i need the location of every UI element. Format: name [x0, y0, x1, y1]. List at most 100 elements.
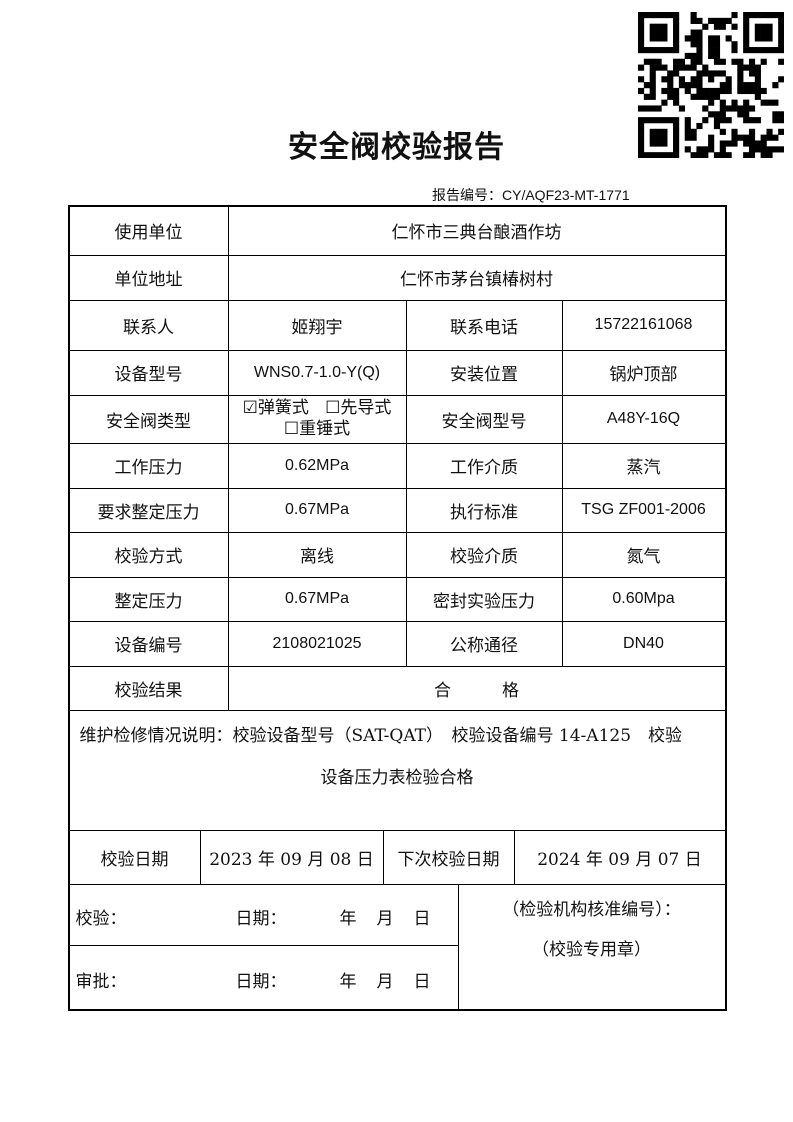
- qr-module: [684, 35, 691, 42]
- day-label: 日: [413, 971, 431, 992]
- qr-module: [696, 122, 703, 130]
- model-label: 设备型号: [68, 349, 229, 396]
- qr-module: [778, 29, 784, 36]
- qr-module: [748, 140, 756, 147]
- qr-module: [649, 93, 656, 100]
- qr-module: [655, 47, 662, 54]
- qr-module: [638, 12, 645, 19]
- qr-module: [743, 117, 750, 124]
- checkbox-weight[interactable]: ☐: [283, 419, 300, 439]
- check-label: 校验：: [75, 908, 127, 929]
- qr-module: [731, 12, 738, 19]
- qr-module: [743, 64, 750, 71]
- qr-module: [690, 93, 697, 100]
- contact-label: 联系人: [68, 299, 229, 351]
- qr-module: [708, 146, 715, 153]
- qr-module: [690, 17, 697, 24]
- qr-module: [673, 17, 680, 24]
- qr-module: [643, 82, 650, 89]
- qr-module: [766, 23, 773, 30]
- qr-module: [649, 87, 656, 95]
- qr-module: [696, 35, 703, 42]
- qr-module: [690, 35, 697, 42]
- year-label: 年: [339, 971, 357, 992]
- qr-module: [696, 17, 703, 24]
- qr-module: [690, 52, 697, 60]
- qr-module: [673, 41, 680, 48]
- qr-module: [754, 47, 761, 54]
- qr-module: [667, 76, 674, 83]
- qr-module: [667, 117, 674, 124]
- qr-module: [696, 58, 703, 65]
- qr-module: [713, 17, 721, 24]
- qr-module: [708, 35, 715, 42]
- qr-module: [638, 87, 645, 95]
- notes-line-1: 维护检修情况说明：校验设备型号（SAT-QAT） 校验设备编号 14-A125 …: [79, 725, 683, 746]
- date-label: 校验日期: [68, 829, 201, 885]
- qr-module: [696, 47, 703, 54]
- qr-module: [678, 58, 686, 65]
- medium-value: 蒸汽: [561, 442, 726, 489]
- qr-module: [696, 93, 703, 100]
- qr-module: [696, 82, 703, 89]
- qr-module: [748, 12, 756, 19]
- user-value: 仁怀市三典台酿酒作坊: [227, 205, 726, 256]
- qr-module: [737, 134, 744, 141]
- qr-module: [667, 87, 674, 95]
- report-number: 报告编号：CY/AQF23-MT-1771: [432, 185, 630, 205]
- option-weight: 重锤式: [299, 419, 351, 439]
- qr-module: [702, 23, 709, 30]
- qr-module: [760, 134, 767, 141]
- qr-module: [778, 41, 784, 48]
- work-pressure-value: 0.62MPa: [227, 442, 407, 489]
- qr-module: [649, 128, 656, 135]
- qr-module: [743, 134, 750, 141]
- addr-value: 仁怀市茅台镇椿树村: [227, 254, 726, 301]
- qr-module: [684, 122, 691, 130]
- qr-module: [760, 152, 767, 158]
- qr-module: [696, 52, 703, 60]
- qr-module: [649, 105, 656, 112]
- qr-module: [772, 146, 779, 153]
- qr-module: [702, 87, 709, 95]
- qr-module: [649, 70, 656, 77]
- qr-module: [684, 146, 691, 153]
- qr-module: [760, 29, 767, 36]
- qr-module: [690, 58, 697, 65]
- qr-module: [737, 64, 744, 71]
- qr-module: [673, 146, 680, 153]
- qr-module: [719, 58, 726, 65]
- req-set-label: 要求整定压力: [68, 487, 229, 533]
- qr-module: [643, 93, 650, 100]
- qr-module: [754, 146, 761, 153]
- qr-module: [713, 70, 721, 77]
- qr-module: [638, 122, 645, 130]
- qr-module: [743, 12, 750, 19]
- qr-module: [737, 58, 744, 65]
- qr-module: [673, 99, 680, 106]
- qr-module: [719, 70, 726, 77]
- checkbox-pilot[interactable]: ☐: [325, 398, 341, 418]
- qr-module: [743, 23, 750, 30]
- qr-module: [760, 23, 767, 30]
- qr-module: [667, 70, 674, 77]
- qr-module: [772, 12, 779, 19]
- qr-module: [737, 111, 744, 118]
- qr-module: [702, 117, 709, 124]
- qr-module: [766, 29, 773, 36]
- qr-module: [743, 17, 750, 24]
- qr-module: [690, 152, 697, 158]
- qr-module: [638, 41, 645, 48]
- qr-module: [725, 105, 732, 112]
- qr-module: [655, 105, 662, 112]
- approve-label: 审批：: [75, 971, 127, 992]
- qr-module: [638, 76, 645, 83]
- qr-module: [702, 93, 709, 100]
- qr-module: [754, 140, 761, 147]
- qr-module: [673, 87, 680, 95]
- qr-module: [719, 99, 726, 106]
- qr-module: [702, 152, 709, 158]
- checkbox-spring[interactable]: ☑: [242, 398, 258, 418]
- qr-module: [655, 64, 662, 71]
- qr-module: [661, 134, 668, 141]
